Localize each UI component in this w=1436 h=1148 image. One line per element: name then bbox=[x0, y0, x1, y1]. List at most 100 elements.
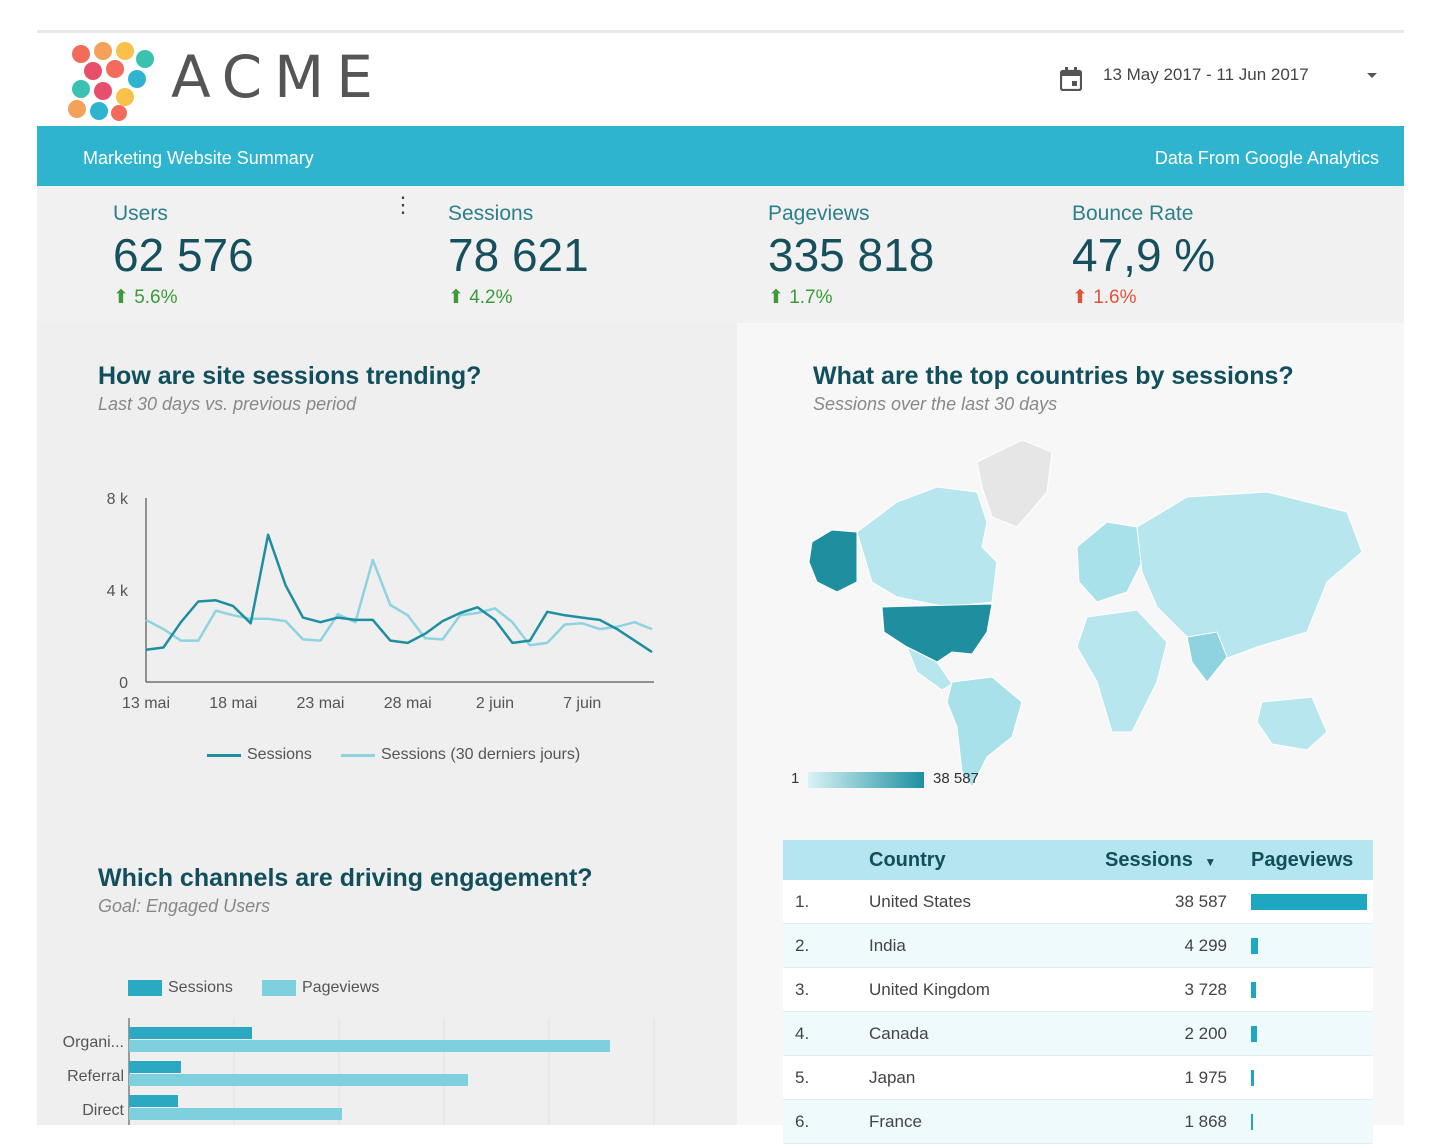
bar-sessions bbox=[129, 1095, 178, 1107]
countries-title: What are the top countries by sessions? bbox=[813, 362, 1294, 390]
kpi-label: Sessions bbox=[448, 202, 534, 225]
table-row[interactable]: 3. United Kingdom 3 728 bbox=[783, 967, 1373, 1012]
bar-pageviews bbox=[129, 1074, 468, 1086]
sort-desc-icon[interactable]: ▼ bbox=[1204, 854, 1217, 869]
calendar-icon bbox=[1060, 67, 1082, 91]
legend-pageviews: Pageviews bbox=[302, 979, 380, 996]
x-tick-label: 23 mai bbox=[296, 695, 344, 712]
sessions-cell: 1 868 bbox=[1105, 1099, 1227, 1144]
pageviews-header[interactable]: Pageviews bbox=[1227, 840, 1373, 880]
country-header[interactable]: Country bbox=[869, 840, 1105, 880]
sessions-cell: 3 728 bbox=[1105, 967, 1227, 1012]
country-cell: France bbox=[869, 1099, 1105, 1144]
table-row[interactable]: 6. France 1 868 bbox=[783, 1099, 1373, 1144]
countries-table: Country Sessions ▼ Pageviews 1. United St… bbox=[783, 840, 1373, 1144]
date-range-picker[interactable]: 13 May 2017 - 11 Jun 2017 bbox=[1057, 59, 1377, 95]
map-australia bbox=[1256, 696, 1328, 751]
world-map bbox=[808, 439, 1363, 787]
left-panel bbox=[37, 323, 737, 1125]
kpi-delta: ⬆ 1.7% bbox=[768, 286, 934, 309]
map-scale-gradient bbox=[808, 772, 924, 788]
pageviews-cell bbox=[1227, 880, 1373, 924]
map-south-america bbox=[946, 676, 1023, 787]
map-africa bbox=[1076, 609, 1168, 733]
table-row[interactable]: 4. Canada 2 200 bbox=[783, 1011, 1373, 1056]
pageviews-bar bbox=[1251, 1025, 1257, 1042]
sessions-cell: 1 975 bbox=[1105, 1055, 1227, 1100]
category-label: Organi... bbox=[63, 1034, 124, 1051]
country-cell: United States bbox=[869, 880, 1105, 924]
legend-sessions: Sessions bbox=[168, 979, 233, 996]
map-asia bbox=[1136, 491, 1363, 663]
bar-sessions bbox=[129, 1061, 181, 1073]
arrow-up-icon: ⬆ bbox=[113, 287, 129, 308]
map-usa bbox=[881, 603, 993, 663]
trend-title: How are site sessions trending? bbox=[98, 362, 482, 390]
kpi-delta-value: 5.6% bbox=[134, 287, 178, 308]
kpi-value: 78 621 bbox=[448, 229, 589, 281]
chevron-down-icon[interactable] bbox=[1367, 73, 1377, 78]
kpi-bounce-rate: Bounce Rate 47,9 % ⬆ 1.6% bbox=[1072, 202, 1215, 309]
x-tick-label: 2 juin bbox=[476, 695, 514, 712]
sessions-header[interactable]: Sessions ▼ bbox=[1105, 840, 1227, 880]
rank-cell: 1. bbox=[783, 880, 869, 924]
sessions-cell: 38 587 bbox=[1105, 880, 1227, 924]
kpi-value: 47,9 % bbox=[1072, 229, 1216, 281]
series-line-previous-period bbox=[145, 558, 653, 647]
table-row[interactable]: 5. Japan 1 975 bbox=[783, 1055, 1373, 1100]
report-title: Marketing Website Summary bbox=[83, 148, 314, 168]
arrow-up-icon: ⬆ bbox=[1072, 287, 1088, 308]
map-india bbox=[1186, 631, 1228, 683]
arrow-up-icon: ⬆ bbox=[768, 287, 784, 308]
kpi-delta: ⬆ 1.6% bbox=[1072, 286, 1215, 309]
brand-name: ACME bbox=[171, 43, 385, 111]
bar-sessions bbox=[129, 1027, 252, 1039]
x-tick-label: 13 mai bbox=[122, 695, 170, 712]
legend-swatch-previous bbox=[341, 754, 375, 757]
rank-header bbox=[783, 840, 869, 880]
pageviews-bar bbox=[1251, 1069, 1255, 1086]
map-alaska bbox=[808, 529, 858, 593]
pageviews-bar bbox=[1251, 893, 1367, 910]
pageviews-cell bbox=[1227, 1055, 1373, 1100]
legend-previous-period: Sessions (30 derniers jours) bbox=[381, 746, 581, 763]
acme-logo-icon bbox=[68, 42, 154, 121]
sessions-cell: 2 200 bbox=[1105, 1011, 1227, 1056]
countries-table-body: 1. United States 38 587 2. India 4 299 3. Unite… bbox=[783, 880, 1373, 1144]
more-options-icon[interactable]: ⋮ bbox=[392, 192, 414, 217]
bar-pageviews bbox=[129, 1108, 342, 1120]
sessions-cell: 4 299 bbox=[1105, 923, 1227, 968]
legend-swatch-pageviews bbox=[262, 980, 296, 996]
pageviews-bar bbox=[1251, 1113, 1254, 1130]
top-divider bbox=[37, 30, 1404, 33]
table-row[interactable]: 2. India 4 299 bbox=[783, 923, 1373, 968]
rank-cell: 5. bbox=[783, 1055, 869, 1100]
country-cell: Canada bbox=[869, 1011, 1105, 1056]
sessions-trend-chart: 0 4 k 8 k 13 mai 18 mai 23 mai 28 mai 2 juin 7 j… bbox=[107, 491, 654, 712]
category-label: Referral bbox=[67, 1068, 124, 1085]
category-label: Direct bbox=[82, 1102, 124, 1119]
map-europe bbox=[1076, 521, 1143, 603]
rank-cell: 4. bbox=[783, 1011, 869, 1056]
channels-subtitle: Goal: Engaged Users bbox=[98, 896, 271, 916]
rank-cell: 3. bbox=[783, 967, 869, 1012]
x-tick-label: 28 mai bbox=[384, 695, 432, 712]
kpi-pageviews: Pageviews 335 818 ⬆ 1.7% bbox=[768, 202, 934, 309]
kpi-label: Bounce Rate bbox=[1072, 202, 1194, 225]
x-tick-label: 7 juin bbox=[563, 695, 601, 712]
date-range-text: 13 May 2017 - 11 Jun 2017 bbox=[1103, 65, 1309, 84]
kpi-users: Users 62 576 ⬆ 5.6% bbox=[113, 202, 254, 309]
data-source-label: Data From Google Analytics bbox=[1154, 148, 1379, 168]
country-cell: India bbox=[869, 923, 1105, 968]
table-row[interactable]: 1. United States 38 587 bbox=[783, 880, 1373, 924]
kpi-delta-value: 4.2% bbox=[469, 287, 513, 308]
sessions-header-label: Sessions bbox=[1105, 848, 1193, 871]
y-tick-label: 4 k bbox=[107, 583, 129, 600]
country-cell: United Kingdom bbox=[869, 967, 1105, 1012]
legend-swatch-sessions bbox=[207, 754, 241, 757]
pageviews-cell bbox=[1227, 923, 1373, 968]
pageviews-cell bbox=[1227, 967, 1373, 1012]
kpi-delta-value: 1.7% bbox=[789, 287, 833, 308]
kpi-value: 62 576 bbox=[113, 229, 254, 281]
kpi-strip: ⋮ Users 62 576 ⬆ 5.6% Sessions 78 621 ⬆ … bbox=[37, 186, 1404, 323]
